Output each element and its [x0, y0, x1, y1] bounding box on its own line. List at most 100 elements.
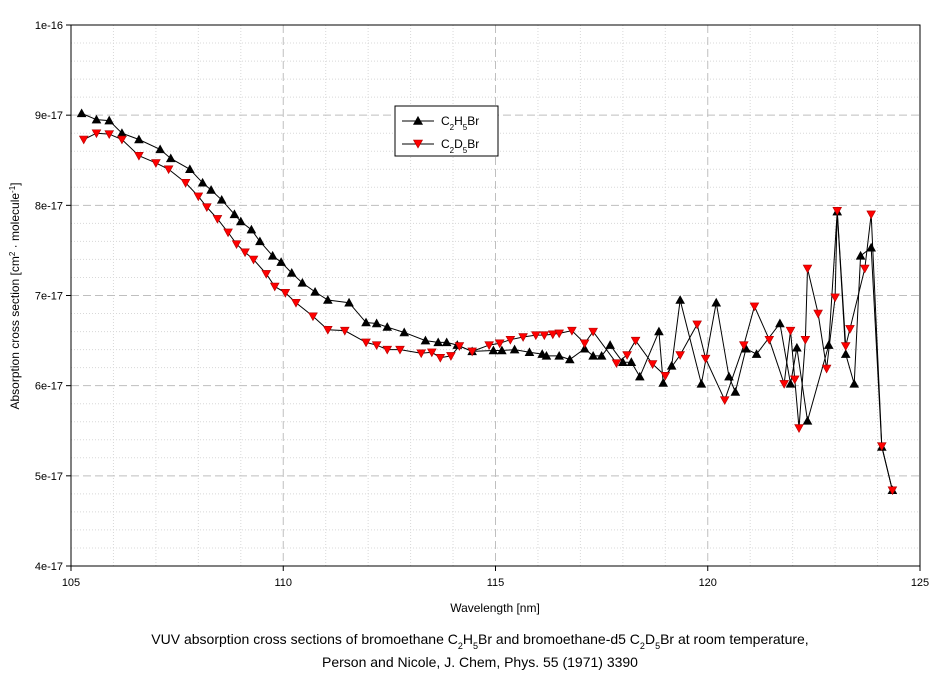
data-point-c2d5br: [567, 326, 577, 336]
data-point-c2h5br: [658, 378, 668, 387]
data-point-c2d5br: [435, 353, 446, 363]
data-point-c2d5br: [749, 302, 760, 312]
data-point-c2d5br: [484, 341, 494, 351]
data-point-c2h5br: [165, 153, 176, 163]
data-point-c2d5br: [427, 348, 437, 358]
data-point-c2h5br: [696, 378, 707, 388]
data-point-c2d5br: [800, 335, 811, 345]
data-point-c2d5br: [308, 312, 318, 322]
data-point-c2d5br: [588, 327, 598, 337]
data-point-c2h5br: [382, 322, 393, 331]
data-point-c2d5br: [91, 129, 102, 139]
data-point-c2d5br: [231, 240, 242, 250]
y-axis-label: Absorption cross section [cm2 · molecule…: [8, 182, 23, 409]
data-point-c2d5br: [291, 298, 301, 308]
data-point-c2d5br: [860, 264, 870, 274]
data-point-c2d5br: [840, 342, 851, 351]
data-point-c2h5br: [730, 387, 741, 396]
caption-line-2: Person and Nicole, J. Chem, Phys. 55 (19…: [322, 654, 638, 670]
data-point-c2h5br: [509, 344, 520, 354]
data-point-c2d5br: [505, 335, 516, 345]
data-point-c2h5br: [588, 350, 598, 360]
x-tick-label: 125: [911, 577, 929, 589]
grid: [71, 25, 920, 566]
data-point-c2d5br: [151, 159, 161, 168]
data-point-c2h5br: [675, 295, 685, 304]
data-point-c2d5br: [876, 442, 887, 451]
data-point-c2h5br: [185, 164, 195, 174]
data-point-c2h5br: [267, 250, 278, 260]
data-point-c2h5br: [206, 185, 216, 194]
data-point-c2h5br: [155, 144, 165, 154]
data-point-c2d5br: [692, 320, 702, 330]
data-point-c2d5br: [611, 359, 622, 369]
data-point-c2d5br: [630, 336, 641, 346]
data-point-c2d5br: [531, 331, 541, 341]
data-point-c2h5br: [792, 342, 802, 352]
data-point-c2d5br: [446, 352, 456, 361]
data-point-c2d5br: [739, 341, 749, 351]
y-tick-label: 4e-17: [35, 561, 63, 573]
data-point-c2h5br: [399, 327, 410, 337]
data-point-c2d5br: [280, 289, 291, 298]
data-point-c2d5br: [240, 248, 250, 258]
data-point-c2d5br: [675, 351, 685, 360]
data-point-c2d5br: [134, 152, 144, 161]
data-point-c2h5br: [596, 350, 607, 360]
data-point-c2h5br: [618, 357, 628, 366]
legend-box: [394, 105, 499, 157]
data-point-c2h5br: [775, 318, 785, 328]
data-point-c2h5br: [433, 337, 444, 347]
data-point-c2h5br: [564, 354, 575, 364]
data-point-c2h5br: [441, 337, 452, 347]
y-tick-label: 9e-17: [35, 110, 63, 122]
data-point-c2d5br: [494, 339, 505, 349]
data-point-c2d5br: [212, 215, 223, 224]
data-point-c2d5br: [719, 396, 730, 406]
data-point-c2d5br: [269, 282, 280, 292]
data-point-c2d5br: [416, 349, 427, 359]
data-point-c2h5br: [420, 335, 431, 345]
data-point-c2h5br: [297, 277, 308, 287]
data-point-c2d5br: [830, 293, 840, 303]
data-point-c2h5br: [866, 242, 876, 252]
data-point-c2h5br: [310, 286, 320, 296]
data-point-c2h5br: [666, 360, 677, 370]
data-point-c2h5br: [323, 295, 333, 304]
data-point-c2d5br: [467, 347, 477, 357]
data-point-c2d5br: [163, 165, 174, 175]
caption-line-1: VUV absorption cross sections of bromoet…: [151, 631, 808, 651]
data-point-c2d5br: [202, 203, 212, 213]
data-point-c2h5br: [361, 317, 371, 327]
data-point-c2h5br: [605, 340, 615, 349]
data-point-c2d5br: [622, 351, 632, 360]
data-point-c2h5br: [229, 209, 240, 219]
series-c2d5br: [78, 129, 898, 496]
data-point-c2h5br: [134, 134, 144, 144]
legend-entry-c2d5br: C2D5Br: [402, 137, 479, 155]
data-point-c2h5br: [255, 236, 265, 246]
data-point-c2d5br: [845, 325, 855, 334]
data-point-c2d5br: [104, 130, 115, 140]
data-point-c2d5br: [785, 326, 796, 336]
data-point-c2h5br: [785, 378, 796, 388]
x-tick-label: 105: [62, 577, 80, 589]
legend-marker-c2h5br: [412, 115, 424, 125]
data-point-c2h5br: [840, 349, 851, 358]
data-point-c2h5br: [344, 297, 354, 307]
data-point-c2h5br: [91, 114, 102, 124]
data-point-c2h5br: [711, 297, 722, 307]
y-tick-label: 8e-17: [35, 200, 63, 212]
data-point-c2d5br: [261, 270, 272, 279]
data-point-c2d5br: [361, 338, 371, 348]
data-point-c2d5br: [700, 354, 711, 364]
series-layer: [76, 108, 898, 496]
data-point-c2h5br: [751, 349, 762, 358]
data-point-c2d5br: [223, 228, 233, 238]
data-point-c2d5br: [539, 331, 550, 341]
data-point-c2d5br: [339, 326, 350, 336]
data-point-c2h5br: [802, 415, 813, 425]
data-point-c2h5br: [579, 343, 590, 353]
data-point-c2h5br: [216, 195, 227, 204]
